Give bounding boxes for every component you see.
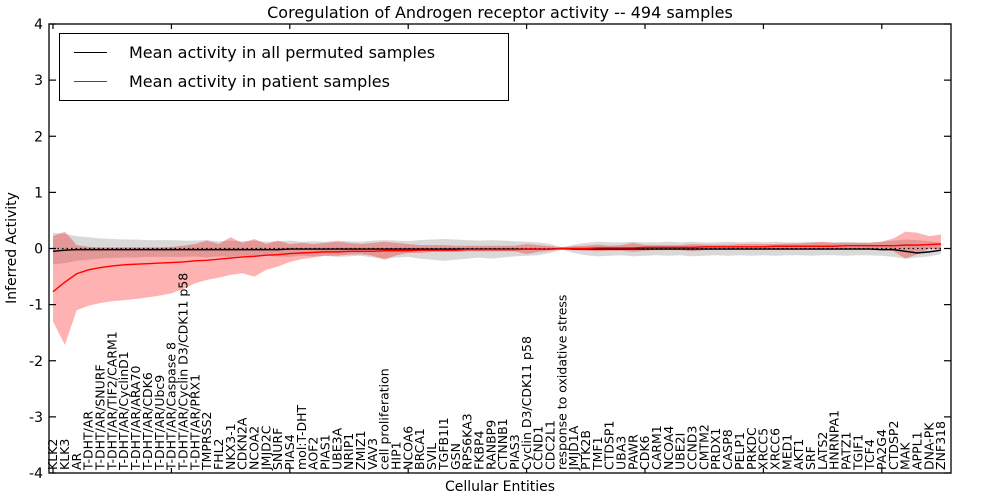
x-tick-label: XRCC5	[756, 428, 771, 470]
x-tick-label: T-DHT/AR/ARA70	[128, 365, 143, 471]
x-tick-label: TGIF1	[850, 434, 865, 471]
legend-line-sample-permuted	[74, 52, 107, 53]
x-tick-label: T-DHT/AR/CyclinD1	[116, 351, 131, 471]
x-tick-label: UBA3	[614, 436, 629, 470]
x-tick-label: NCOA4	[661, 426, 676, 470]
x-tick-label: response to oxidative stress	[554, 295, 569, 470]
y-tick-label: 0	[34, 242, 43, 258]
legend-entry: Mean activity in all permuted samples	[74, 43, 508, 62]
x-tick-label: TMPRSS2	[199, 412, 214, 471]
x-tick-label: ZMIZ1	[353, 430, 368, 470]
x-tick-label: TCF4	[862, 439, 877, 471]
y-tick-label: -4	[29, 466, 43, 482]
x-tick-label: PAWR	[625, 434, 640, 470]
x-tick-label: T-DHT/AR	[81, 411, 96, 471]
x-tick-label: DNA-PK	[921, 422, 936, 470]
x-tick-label: CDKN2A	[235, 417, 250, 470]
x-tick-label: T-DHT/AR/Ubc9	[152, 375, 167, 471]
x-tick-label: SNURF	[270, 428, 285, 470]
y-tick-label: 2	[34, 129, 43, 145]
y-tick-label: -1	[29, 298, 43, 314]
x-tick-label: PRDX1	[708, 428, 723, 470]
x-tick-label: CDC2L1	[542, 420, 557, 470]
x-tick-label: CCND1	[531, 426, 546, 470]
x-tick-label: CMTM2	[696, 424, 711, 470]
legend-line-sample-patient	[74, 81, 107, 82]
x-tick-label: NCOA6	[400, 426, 415, 470]
x-tick-label: KLK3	[57, 439, 72, 470]
x-tick-label: T-DHT/AR/CDK6	[140, 372, 155, 471]
x-tick-label: JMJD2C	[258, 425, 273, 471]
x-tick-label: CTDSP2	[886, 421, 901, 470]
y-tick-label: 1	[34, 185, 43, 201]
x-tick-label: CTDSP1	[602, 421, 617, 470]
x-tick-label: T-DHT/AR/TIF2/CARM1	[104, 331, 119, 471]
legend-label: Mean activity in all permuted samples	[129, 43, 436, 62]
x-tick-label: PIAS4	[282, 434, 297, 470]
x-tick-label: Cyclin D3/CDK11 p58	[519, 336, 534, 470]
x-tick-label: PIAS1	[318, 434, 333, 470]
x-tick-label: PELP1	[732, 432, 747, 470]
x-tick-label: TGFB1I1	[436, 417, 451, 471]
x-tick-label: KLK2	[45, 439, 60, 470]
x-tick-label: AKT1	[791, 439, 806, 470]
x-tick-label: FKBP4	[471, 430, 486, 470]
x-tick-label: LATS2	[815, 432, 830, 470]
x-tick-label: SRF	[803, 446, 818, 470]
legend-label: Mean activity in patient samples	[129, 72, 390, 91]
x-tick-label: XRCC6	[767, 428, 782, 470]
x-tick-label: PATZ1	[838, 432, 853, 470]
x-tick-label: T-DHT/AR/Cyclin D3/CDK11 p58	[175, 273, 190, 471]
x-tick-label: CDK6	[637, 435, 652, 470]
x-tick-label: UBE3A	[329, 427, 344, 470]
x-tick-label: UBE2I	[673, 433, 688, 470]
x-tick-label: SVIL	[424, 443, 439, 470]
x-tick-label: VAV3	[365, 438, 380, 470]
x-tick-label: FHL2	[211, 438, 226, 470]
x-tick-label: HIP1	[389, 441, 404, 470]
x-tick-label: NKX3-1	[223, 423, 238, 470]
y-tick-label: -3	[29, 410, 43, 426]
legend-entry: Mean activity in patient samples	[74, 72, 508, 91]
x-tick-label: CASP8	[720, 429, 735, 470]
x-tick-label: NRIP1	[341, 433, 356, 470]
x-tick-label: MAK	[898, 442, 913, 470]
x-tick-label: NCOA2	[246, 426, 261, 470]
x-tick-label: TMF1	[590, 436, 605, 471]
x-tick-label: APPL1	[910, 431, 925, 470]
x-tick-label: MED1	[779, 434, 794, 470]
x-tick-label: GSN	[448, 443, 463, 470]
patient-mean-line	[52, 243, 942, 293]
y-tick-label: 4	[34, 17, 43, 33]
x-tick-label: PTK2B	[578, 430, 593, 470]
patient-band	[53, 231, 941, 346]
x-tick-label: RPS6KA3	[460, 413, 475, 470]
legend: Mean activity in all permuted samples Me…	[59, 33, 509, 101]
x-tick-label: PA2G4	[874, 429, 889, 470]
y-tick-label: -2	[29, 354, 43, 370]
x-tick-label: mol:T-DHT	[294, 404, 309, 470]
x-tick-label: cell proliferation	[377, 368, 392, 470]
x-tick-label: CCND3	[685, 426, 700, 470]
chart-title: Coregulation of Androgen receptor activi…	[267, 3, 733, 22]
x-tick-label: ZNF318	[933, 421, 948, 470]
x-tick-label: T-DHT/AR/Caspase 8	[164, 342, 179, 471]
y-tick-label: 3	[34, 73, 43, 89]
x-tick-label: CARM1	[649, 425, 664, 470]
x-tick-label: BRCA1	[412, 428, 427, 470]
x-tick-label: T-DHT/AR/SNURF	[93, 364, 108, 471]
x-tick-label: HNRNPA1	[827, 410, 842, 470]
x-axis-label: Cellular Entities	[444, 479, 556, 495]
x-tick-label: AOF2	[306, 437, 321, 470]
x-tick-label: JMJD1A	[566, 425, 581, 471]
x-tick-label: RANBP9	[483, 420, 498, 470]
x-tick-label: PRKDC	[744, 427, 759, 470]
x-tick-label: CTNNB1	[495, 418, 510, 470]
x-tick-label: AR	[69, 452, 84, 470]
x-tick-label: PIAS3	[507, 434, 522, 470]
x-tick-label: T-DHT/AR/PRX1	[187, 374, 202, 471]
